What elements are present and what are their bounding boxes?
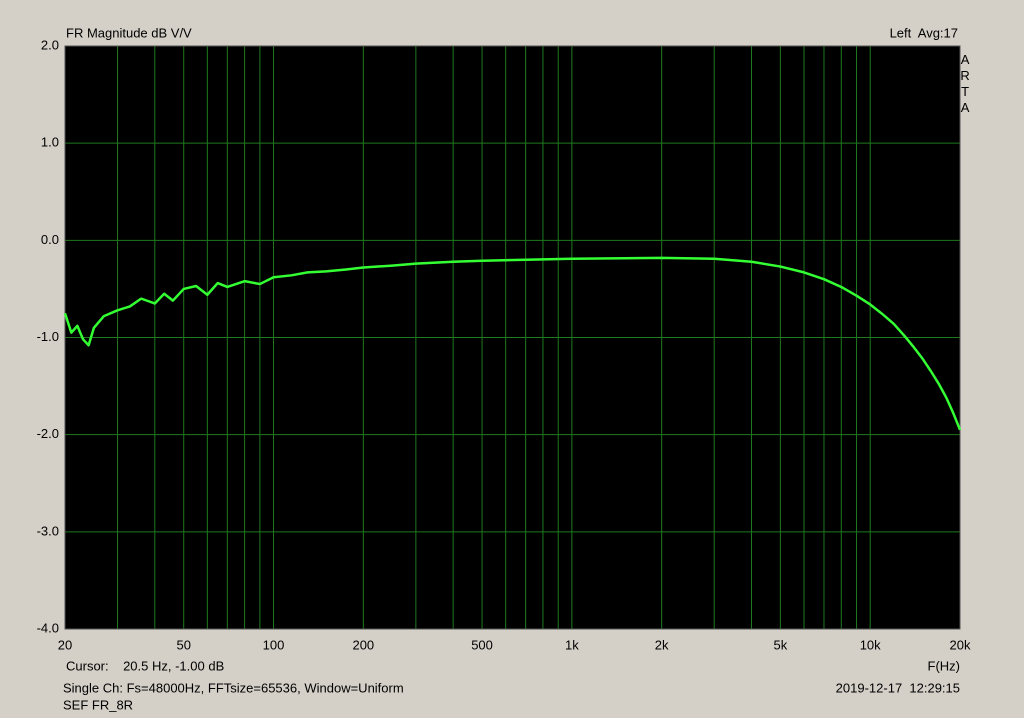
x-tick-label: 20 (58, 637, 72, 652)
y-tick-label: -4.0 (37, 620, 59, 635)
x-tick-label: 10k (860, 637, 881, 652)
x-axis-label: F(Hz) (928, 658, 961, 673)
chart-title: FR Magnitude dB V/V (66, 25, 192, 40)
brand: ARTA (958, 52, 973, 116)
y-tick-label: -2.0 (37, 426, 59, 441)
plot-border (64, 45, 961, 630)
x-tick-label: 200 (352, 637, 374, 652)
measurement-info: Single Ch: Fs=48000Hz, FFTsize=65536, Wi… (63, 680, 404, 695)
data-line (63, 256, 962, 431)
x-tick-label: 500 (471, 637, 493, 652)
y-tick-label: 2.0 (41, 37, 59, 52)
timestamp: 2019-12-17 12:29:15 (836, 680, 960, 695)
x-tick-label: 100 (263, 637, 285, 652)
y-tick-label: -3.0 (37, 523, 59, 538)
channel-info: Left Avg:17 (890, 25, 958, 40)
x-tick-label: 50 (176, 637, 190, 652)
file-name: SEF FR_8R (63, 697, 133, 712)
y-tick-label: -1.0 (37, 329, 59, 344)
x-tick-label: 20k (950, 637, 971, 652)
x-tick-label: 1k (565, 637, 579, 652)
x-tick-label: 5k (774, 637, 788, 652)
y-tick-label: 0.0 (41, 232, 59, 247)
cursor-readout: Cursor: 20.5 Hz, -1.00 dB (66, 658, 224, 673)
x-tick-label: 2k (655, 637, 669, 652)
y-tick-label: 1.0 (41, 135, 59, 150)
